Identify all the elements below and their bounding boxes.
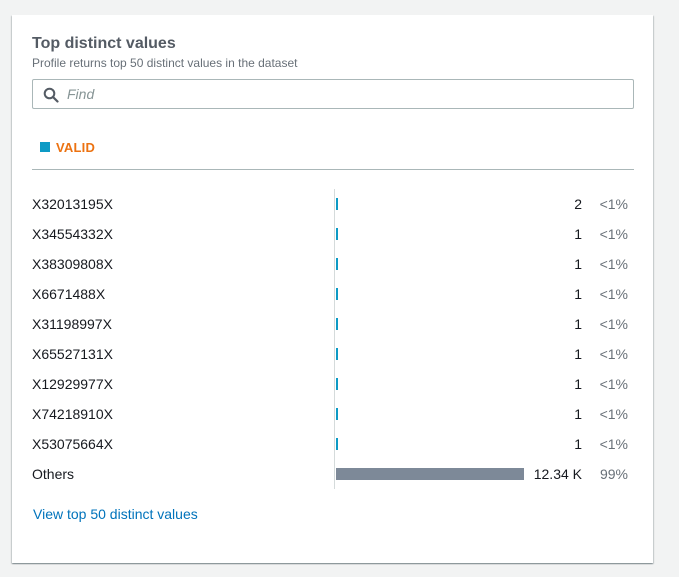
value-count: 1 — [574, 406, 582, 422]
value-percent: <1% — [599, 196, 628, 212]
distinct-value: X34554332X — [32, 226, 113, 242]
value-count: 2 — [574, 196, 582, 212]
value-percent: <1% — [599, 406, 628, 422]
list-item: X32013195X 2 <1% — [32, 189, 634, 219]
value-percent: <1% — [599, 226, 628, 242]
list-item: X34554332X 1 <1% — [32, 219, 634, 249]
frequency-bar — [336, 438, 338, 450]
bar-track — [334, 369, 525, 399]
bar-track — [334, 189, 525, 219]
view-top-50-link[interactable]: View top 50 distinct values — [33, 506, 198, 522]
frequency-bar — [336, 318, 338, 330]
panel-title: Top distinct values — [32, 35, 176, 52]
distinct-value: X53075664X — [32, 436, 113, 452]
distinct-value: X12929977X — [32, 376, 113, 392]
search-input[interactable] — [67, 80, 627, 108]
tab-valid-label: VALID — [56, 139, 96, 155]
frequency-bar — [336, 228, 338, 240]
list-item: Others 12.34 K 99% — [32, 459, 634, 489]
list-item: X12929977X 1 <1% — [32, 369, 634, 399]
value-percent: <1% — [599, 256, 628, 272]
distinct-value: Others — [32, 466, 75, 482]
bar-track — [334, 279, 525, 309]
frequency-bar — [336, 198, 338, 210]
value-count: 1 — [574, 316, 582, 332]
bar-track — [334, 309, 525, 339]
bar-track — [334, 459, 525, 489]
top-distinct-values-panel: Top distinct values Profile returns top … — [12, 15, 653, 563]
bar-track — [334, 249, 525, 279]
search-icon — [43, 87, 59, 103]
frequency-bar — [336, 378, 338, 390]
frequency-bar — [336, 348, 338, 360]
list-item: X6671488X 1 <1% — [32, 279, 634, 309]
list-item: X65527131X 1 <1% — [32, 339, 634, 369]
value-count: 1 — [574, 256, 582, 272]
legend-swatch — [40, 142, 50, 152]
value-count: 1 — [574, 376, 582, 392]
distinct-value: X74218910X — [32, 406, 113, 422]
value-count: 1 — [574, 226, 582, 242]
search-box[interactable] — [32, 79, 634, 109]
value-percent: <1% — [599, 286, 628, 302]
distinct-value: X65527131X — [32, 346, 113, 362]
value-percent: <1% — [599, 346, 628, 362]
bar-track — [334, 219, 525, 249]
frequency-bar — [336, 408, 338, 420]
distinct-values-list: X32013195X 2 <1% X34554332X 1 <1% X38309808X 1 <… — [32, 189, 634, 489]
distinct-value: X38309808X — [32, 256, 113, 272]
bar-track — [334, 399, 525, 429]
bar-track — [334, 429, 525, 459]
list-item: X31198997X 1 <1% — [32, 309, 634, 339]
value-count: 1 — [574, 286, 582, 302]
tab-valid[interactable]: VALID — [32, 125, 103, 169]
value-count: 12.34 K — [533, 466, 582, 482]
frequency-bar — [336, 288, 338, 300]
value-count: 1 — [574, 346, 582, 362]
bar-track — [334, 339, 525, 369]
value-percent: <1% — [599, 316, 628, 332]
value-percent: 99% — [599, 466, 628, 482]
value-percent: <1% — [599, 376, 628, 392]
list-item: X74218910X 1 <1% — [32, 399, 634, 429]
frequency-bar — [336, 468, 524, 480]
distinct-value: X31198997X — [32, 316, 112, 332]
value-count: 1 — [574, 436, 582, 452]
list-item: X53075664X 1 <1% — [32, 429, 634, 459]
frequency-bar — [336, 258, 338, 270]
distinct-value: X6671488X — [32, 286, 106, 302]
panel-subtitle: Profile returns top 50 distinct values i… — [32, 56, 298, 70]
list-item: X38309808X 1 <1% — [32, 249, 634, 279]
distinct-value: X32013195X — [32, 196, 113, 212]
tab-bar: VALID — [32, 125, 634, 170]
value-percent: <1% — [599, 436, 628, 452]
